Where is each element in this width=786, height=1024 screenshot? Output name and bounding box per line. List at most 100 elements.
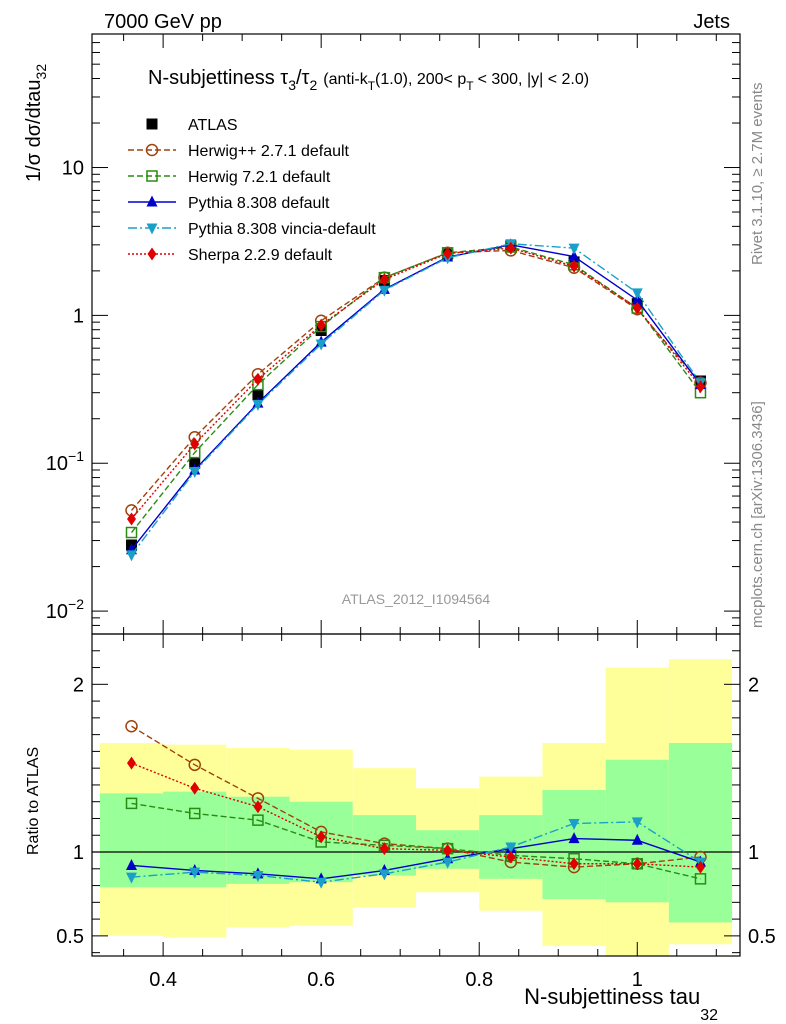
ratio-y-tick-label-right: 0.5 bbox=[748, 926, 776, 948]
ratio-plot-panel: 0.4 0.6 0.8 1 0.5 0.5 1 1 2 2 Ratio to ATLAS bbox=[25, 633, 776, 991]
legend-label-pythia: Pythia 8.308 default bbox=[188, 195, 330, 212]
ratio-point-sherpa bbox=[379, 842, 389, 856]
x-tick-label: 0.4 bbox=[149, 969, 177, 991]
legend-label-sherpa: Sherpa 2.2.9 default bbox=[188, 247, 333, 264]
main-point-pythia bbox=[568, 250, 580, 262]
legend-label-vincia: Pythia 8.308 vincia-default bbox=[188, 221, 376, 238]
rivet-version-label: Rivet 3.1.10, ≥ 2.7M events bbox=[749, 83, 766, 266]
main-point-vincia bbox=[568, 243, 580, 255]
header-category: Jets bbox=[693, 11, 730, 33]
y-tick-label: 10−1 bbox=[46, 448, 84, 475]
main-point-atlas bbox=[189, 457, 201, 469]
y-tick-label: 10 bbox=[62, 158, 84, 180]
main-point-sherpa bbox=[127, 512, 137, 526]
ratio-point-vincia bbox=[442, 857, 454, 869]
x-tick-label: 1 bbox=[632, 969, 643, 991]
main-y-axis-label: 1/σ dσ/dtau32 bbox=[23, 64, 49, 182]
main-point-sherpa bbox=[253, 372, 263, 386]
ratio-data-layer: 0.4 0.6 0.8 1 0.5 0.5 1 1 2 2 bbox=[56, 633, 776, 991]
plot-title: N-subjettiness τ3/τ2 (anti-kT(1.0), 200< … bbox=[148, 67, 589, 93]
analysis-id-label: ATLAS_2012_I1094564 bbox=[342, 591, 491, 607]
legend-marker-atlas bbox=[146, 118, 158, 130]
main-point-herwig7 bbox=[125, 526, 138, 539]
ratio-point-vincia bbox=[189, 867, 201, 879]
main-line-herwig7 bbox=[130, 246, 702, 533]
ratio-point-vincia bbox=[126, 872, 138, 884]
uncertainty-band-green bbox=[605, 759, 669, 903]
legend-marker-sherpa bbox=[147, 247, 157, 261]
main-point-vincia bbox=[126, 550, 138, 562]
ratio-point-sherpa bbox=[316, 830, 326, 844]
legend-label-herwigpp: Herwig++ 2.7.1 default bbox=[188, 143, 350, 160]
x-tick-label: 0.8 bbox=[465, 969, 493, 991]
main-plot-panel: N-subjettiness τ3/τ2 (anti-kT(1.0), 200< … bbox=[23, 33, 741, 648]
ratio-point-sherpa bbox=[127, 756, 137, 770]
main-point-sherpa bbox=[632, 301, 642, 315]
ratio-point-sherpa bbox=[443, 843, 453, 857]
header-collision: 7000 GeV pp bbox=[104, 11, 222, 33]
ratio-point-pythia bbox=[568, 832, 580, 844]
ratio-point-vincia bbox=[568, 819, 580, 831]
main-point-vincia bbox=[315, 339, 327, 351]
ratio-point-sherpa bbox=[506, 850, 516, 864]
ratio-line-vincia bbox=[131, 821, 701, 883]
legend-marker-pythia bbox=[146, 195, 158, 207]
main-line-herwigpp bbox=[130, 249, 702, 511]
legend-marker-herwigpp bbox=[145, 143, 159, 157]
uncertainty-band-green bbox=[668, 743, 733, 923]
mcplots-credit-label: mcplots.cern.ch [arXiv:1306.3436] bbox=[749, 401, 766, 628]
main-point-atlas bbox=[252, 389, 264, 401]
ratio-point-herwig7 bbox=[252, 814, 264, 826]
main-point-sherpa bbox=[316, 318, 326, 332]
ratio-point-sherpa bbox=[253, 800, 263, 814]
legend-label-atlas: ATLAS bbox=[188, 117, 238, 134]
ratio-y-tick-label-left: 1 bbox=[73, 842, 84, 864]
main-point-sherpa bbox=[190, 437, 200, 451]
ratio-point-sherpa bbox=[632, 857, 642, 871]
ratio-line-sherpa bbox=[131, 762, 701, 868]
ratio-line-pythia bbox=[131, 837, 701, 880]
main-point-vincia bbox=[189, 466, 201, 478]
main-line-vincia bbox=[130, 243, 702, 556]
ratio-point-herwig7 bbox=[125, 797, 138, 810]
ratio-point-vincia bbox=[252, 871, 264, 882]
legend-label-herwig7: Herwig 7.2.1 default bbox=[188, 169, 331, 186]
legend-marker-vincia bbox=[146, 223, 158, 235]
ratio-point-herwigpp bbox=[125, 719, 138, 733]
ratio-point-sherpa bbox=[695, 860, 705, 874]
legend: ATLAS Herwig++ 2.7.1 default Herwig 7.2.1 … bbox=[128, 117, 376, 264]
main-data-layer: 10−2 10−1 1 10 bbox=[46, 33, 741, 648]
main-line-sherpa bbox=[130, 247, 702, 520]
main-point-sherpa bbox=[379, 272, 389, 286]
ratio-y-tick-label-right: 2 bbox=[748, 674, 759, 696]
y-tick-label: 10−2 bbox=[46, 596, 84, 623]
x-tick-label: 0.6 bbox=[307, 969, 335, 991]
ratio-point-herwig7 bbox=[188, 807, 201, 820]
ratio-point-sherpa bbox=[569, 857, 579, 871]
main-point-sherpa bbox=[506, 241, 516, 255]
main-line-pythia bbox=[130, 244, 702, 551]
ratio-point-vincia bbox=[315, 877, 327, 889]
ratio-point-herwigpp bbox=[188, 758, 201, 772]
ratio-y-tick-label-left: 2 bbox=[73, 674, 84, 696]
ratio-y-tick-label-right: 1 bbox=[748, 842, 759, 864]
uncertainty-band-green bbox=[542, 789, 606, 899]
ratio-line-herwigpp bbox=[131, 725, 701, 868]
ratio-point-herwig7 bbox=[694, 873, 707, 885]
ratio-point-vincia bbox=[505, 842, 517, 854]
main-point-sherpa bbox=[695, 380, 705, 394]
ratio-point-pythia bbox=[631, 833, 643, 845]
main-point-vincia bbox=[631, 288, 643, 300]
main-point-vincia bbox=[378, 285, 390, 297]
main-point-sherpa bbox=[443, 247, 453, 261]
ratio-line-herwig7 bbox=[131, 802, 701, 880]
ratio-y-axis-label: Ratio to ATLAS bbox=[25, 747, 42, 855]
ratio-point-vincia bbox=[631, 817, 643, 829]
x-axis-label: N-subjettiness tau32 bbox=[524, 984, 718, 1024]
ratio-point-vincia bbox=[378, 869, 390, 881]
ratio-point-pythia bbox=[126, 858, 138, 870]
ratio-point-sherpa bbox=[190, 781, 200, 795]
main-point-vincia bbox=[252, 399, 264, 411]
ratio-frame bbox=[91, 633, 741, 957]
